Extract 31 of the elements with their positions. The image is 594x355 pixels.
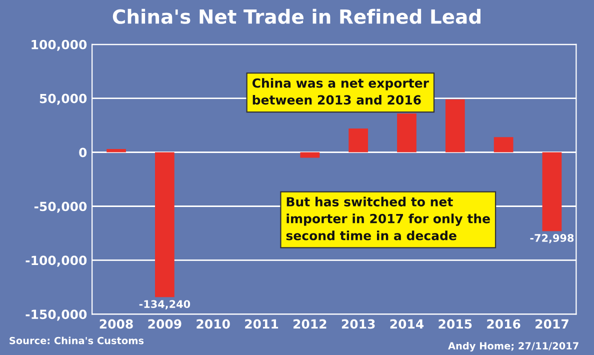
bar bbox=[494, 137, 514, 152]
bar bbox=[397, 113, 416, 152]
y-tick-label: 100,000 bbox=[32, 40, 87, 51]
x-tick-label: 2008 bbox=[100, 319, 133, 329]
y-tick-label: -100,000 bbox=[26, 256, 87, 267]
text: Andy Home; 27/11/2017 bbox=[448, 342, 578, 352]
data-label: -72,998 bbox=[530, 234, 574, 244]
bar bbox=[445, 99, 465, 152]
x-tick-label: 2010 bbox=[196, 319, 230, 329]
annotation: China was a net exporter between 2013 and 2016 bbox=[252, 78, 429, 105]
bar bbox=[155, 152, 174, 298]
annotation: But has switched to net importer in 2017 for only the second time in a decade bbox=[286, 196, 490, 240]
bar bbox=[300, 152, 320, 158]
x-tick-label: 2015 bbox=[438, 319, 472, 329]
x-tick-label: 2013 bbox=[342, 319, 375, 329]
source-note: Source: China's Customs bbox=[10, 336, 144, 344]
chart-title: China's Net Trade in Refined Lead bbox=[112, 8, 480, 24]
y-tick-label: 0 bbox=[79, 148, 87, 158]
data-label: -134,240 bbox=[139, 300, 190, 310]
y-tick-label: 50,000 bbox=[40, 94, 87, 105]
x-tick-label: 2009 bbox=[148, 319, 182, 329]
y-tick-label: -150,000 bbox=[26, 310, 87, 321]
x-tick-label: 2014 bbox=[390, 319, 424, 329]
y-tick-label: -50,000 bbox=[34, 202, 87, 213]
x-tick-label: 2012 bbox=[294, 319, 326, 329]
x-tick-label: 2017 bbox=[536, 319, 568, 329]
bar bbox=[542, 152, 562, 232]
x-tick-label: 2016 bbox=[487, 319, 520, 329]
bar bbox=[348, 128, 368, 152]
bar bbox=[106, 149, 126, 152]
x-tick-label: 2011 bbox=[245, 319, 278, 329]
